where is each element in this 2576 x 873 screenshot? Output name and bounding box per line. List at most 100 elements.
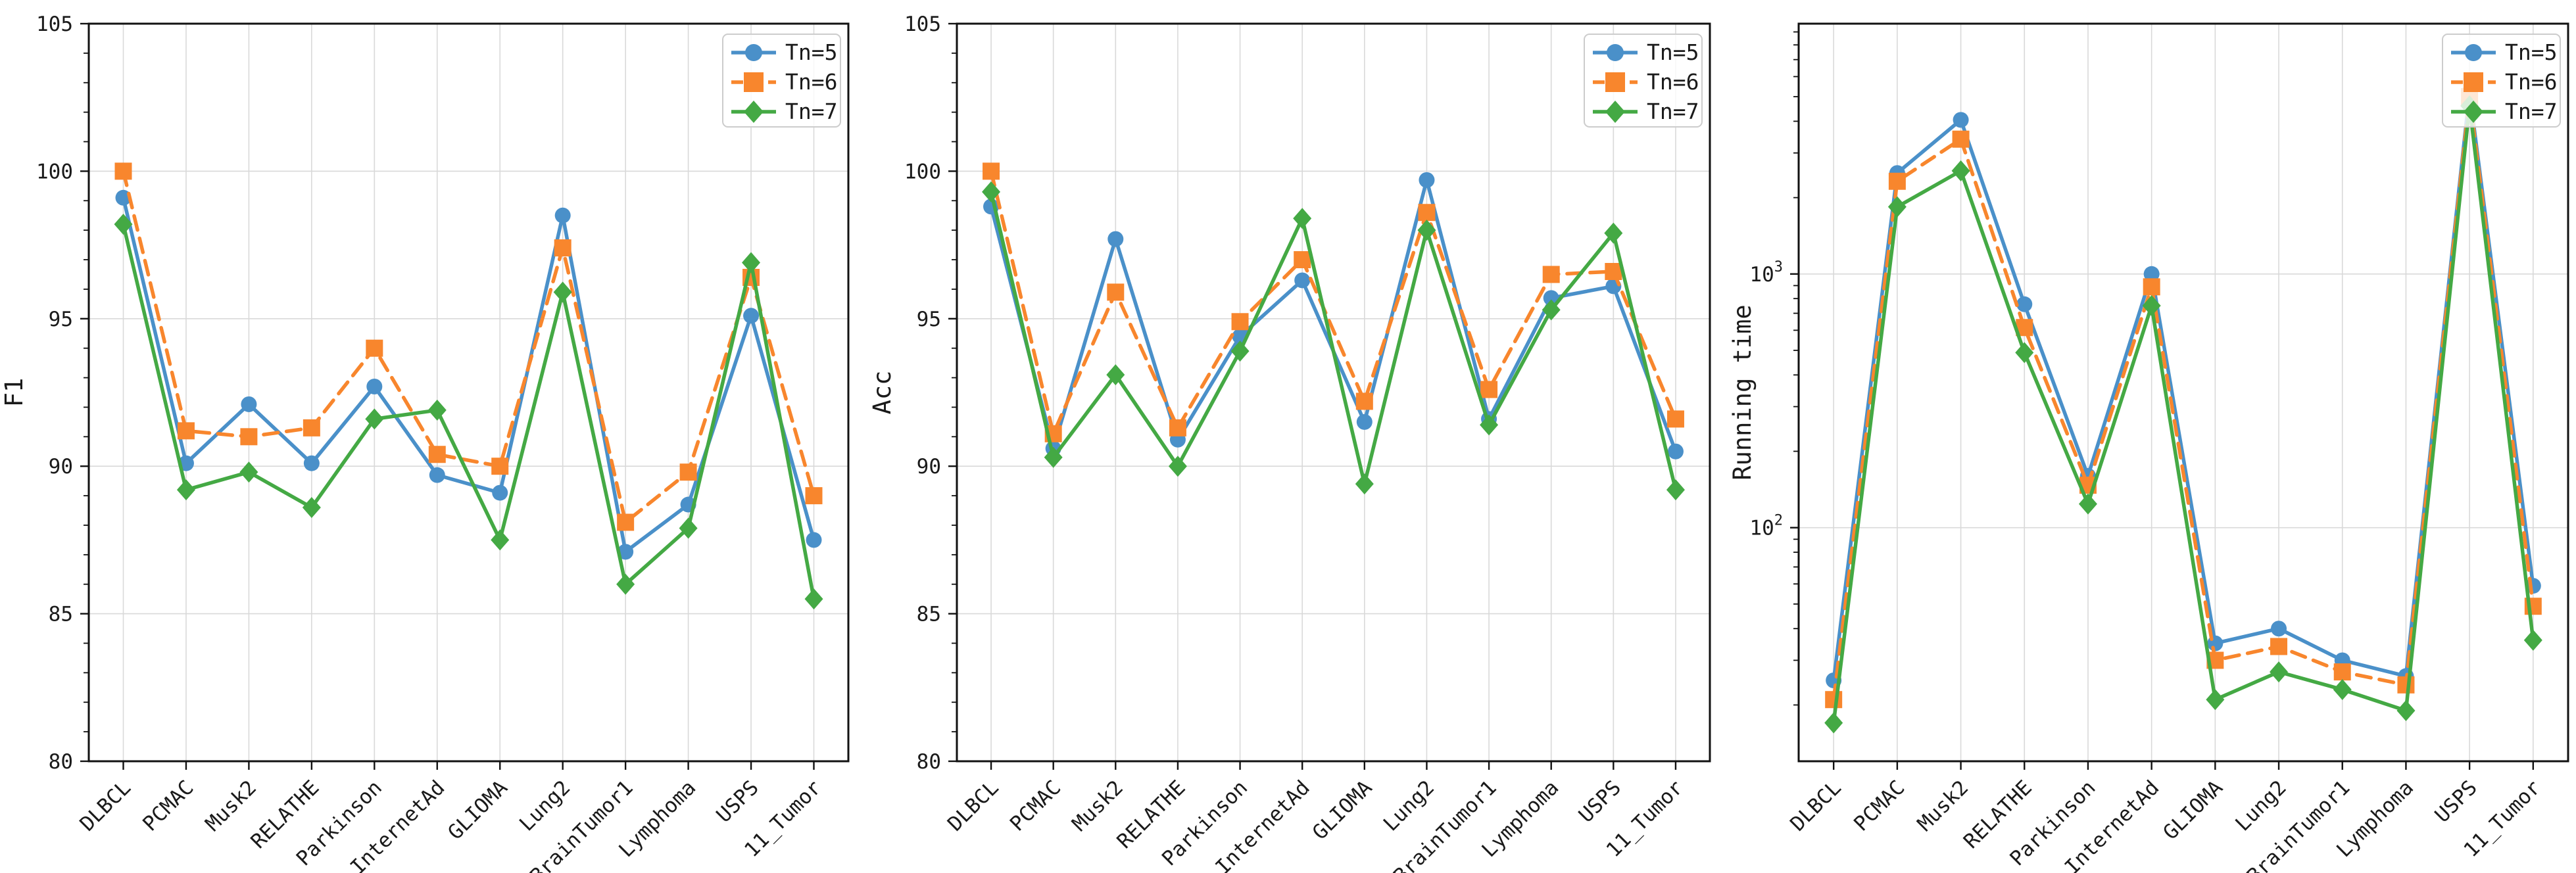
gridlines (89, 24, 848, 761)
data-point-marker (1666, 410, 1684, 428)
y-tick-label: 105 (904, 12, 941, 36)
f1-chart: 80 85 90 95 100 105 DLBCL PCMAC Musk2RELATHEPark… (0, 12, 850, 873)
y-tick-label: 102 (1749, 513, 1783, 540)
series-line-tn-7 (989, 190, 1678, 492)
x-tick-label-glioma: GLIOMA (2158, 776, 2227, 845)
legend-marker-circle (1607, 44, 1624, 61)
x-tick-label-dlbcl: DLBCL (76, 776, 135, 836)
data-point-marker (177, 422, 195, 440)
data-point-marker (1542, 266, 1560, 283)
data-point-marker (1417, 220, 1436, 241)
series-line-tn-6 (1832, 95, 2535, 701)
data-point-marker (806, 532, 822, 548)
data-point-marker (679, 517, 698, 539)
x-tick-label-musk2: Musk2 (201, 776, 261, 836)
y-tick-labels: 80 85 90 95 100 105 (36, 12, 73, 774)
data-point-marker (303, 455, 320, 471)
legend-entry-tn-6: Tn=6 (731, 69, 837, 95)
series-line-tn-7 (121, 222, 816, 601)
legend-label: Tn=7 (1647, 99, 1699, 124)
data-point-marker (491, 458, 509, 475)
data-point-marker (553, 281, 572, 303)
data-point-marker (1888, 172, 1906, 190)
acc-chart-slot: 80 85 90 95 100 105 DLBCL PCMAC Musk2 RELATHE Park… (868, 0, 1723, 873)
data-point-marker (805, 487, 823, 505)
legend-entry-tn-5: Tn=5 (731, 39, 837, 65)
x-tick-label-dlbcl: DLBCL (943, 776, 1003, 836)
x-tick-label-musk2: Musk2 (1913, 776, 1973, 836)
data-point-marker (679, 463, 697, 481)
legend-entry-tn-6: Tn=6 (2451, 69, 2557, 95)
data-point-marker (2270, 661, 2289, 683)
data-point-marker (366, 339, 383, 357)
series-markers-tn-6 (983, 162, 1684, 442)
y-tick-label: 90 (49, 455, 73, 479)
legend-label: Tn=6 (2505, 69, 2557, 95)
y-tick-labels: 102 103 (1749, 259, 1783, 540)
data-point-marker (2016, 296, 2033, 312)
data-point-marker (1952, 130, 1970, 148)
data-point-marker (1294, 272, 1311, 289)
data-point-marker (239, 461, 258, 483)
data-point-marker (554, 239, 571, 257)
data-point-marker (618, 544, 634, 560)
data-point-marker (1419, 172, 1435, 188)
y-tick-labels: 80 85 90 95 100 105 (904, 12, 941, 774)
data-point-marker (429, 467, 445, 483)
x-tick-label-pcmac: PCMAC (1006, 776, 1065, 836)
plot-border (956, 22, 1711, 763)
plot-border (1797, 22, 2569, 763)
data-point-marker (742, 252, 761, 273)
legend-label: Tn=7 (785, 99, 837, 124)
data-point-marker (2523, 629, 2542, 651)
data-point-marker (617, 513, 635, 531)
data-point-marker (2143, 278, 2160, 296)
data-point-marker (1418, 204, 1436, 222)
legend-entry-tn-7: Tn=7 (2451, 99, 2557, 124)
series-line-tn-6 (121, 169, 816, 525)
series-markers-tn-5 (115, 189, 822, 560)
axis-ticks (948, 22, 1677, 770)
legend-label: Tn=6 (1647, 69, 1699, 95)
x-tick-labels: DLBCL PCMAC Musk2RELATHEParkinsonInternetA… (1786, 776, 2545, 873)
data-point-marker (2078, 493, 2097, 515)
acc-chart: 80 85 90 95 100 105 DLBCL PCMAC Musk2RELATHEPark… (868, 12, 1711, 873)
x-tick-label-glioma: GLIOMA (1308, 776, 1377, 845)
x-tick-label-lung2: Lung2 (515, 776, 575, 836)
legend: Tn=5 Tn=6 Tn=7 (1584, 34, 1703, 128)
y-tick-label: 90 (917, 455, 941, 479)
x-tick-label-usps: USPS (2431, 776, 2482, 827)
data-point-marker (1667, 443, 1684, 460)
data-point-marker (114, 214, 133, 235)
y-axis-label: Running time (1728, 304, 1757, 480)
x-tick-label-pcmac: PCMAC (1849, 776, 1909, 836)
legend-marker-square (2464, 72, 2483, 92)
data-point-marker (1542, 299, 1561, 321)
legend-entry-tn-6: Tn=6 (1593, 69, 1699, 95)
data-point-marker (1355, 473, 1374, 495)
legend-label: Tn=5 (2505, 39, 2557, 65)
y-tick-label: 80 (49, 750, 73, 774)
data-point-marker (1107, 283, 1125, 301)
series-group (114, 162, 823, 610)
legend-marker-square (1605, 72, 1625, 92)
axis-ticks (80, 22, 815, 770)
data-point-marker (1230, 341, 1250, 362)
y-tick-label: 103 (1749, 259, 1783, 287)
y-tick-label: 85 (917, 603, 941, 626)
y-tick-label: 85 (49, 603, 73, 626)
legend: Tn=5 Tn=6 Tn=7 (2442, 34, 2561, 128)
data-point-marker (1294, 251, 1311, 269)
series-markers-tn-6 (114, 162, 823, 531)
data-point-marker (2015, 342, 2034, 364)
data-point-marker (616, 573, 635, 595)
data-point-marker (365, 408, 384, 430)
y-tick-label: 105 (36, 12, 73, 36)
data-point-marker (2333, 678, 2352, 700)
legend-entry-tn-7: Tn=7 (1593, 99, 1699, 124)
x-tick-label-usps: USPS (1574, 776, 1626, 827)
series-markers-tn-6 (1825, 88, 2542, 709)
legend-entry-tn-7: Tn=7 (731, 99, 837, 124)
data-point-marker (1355, 392, 1373, 410)
